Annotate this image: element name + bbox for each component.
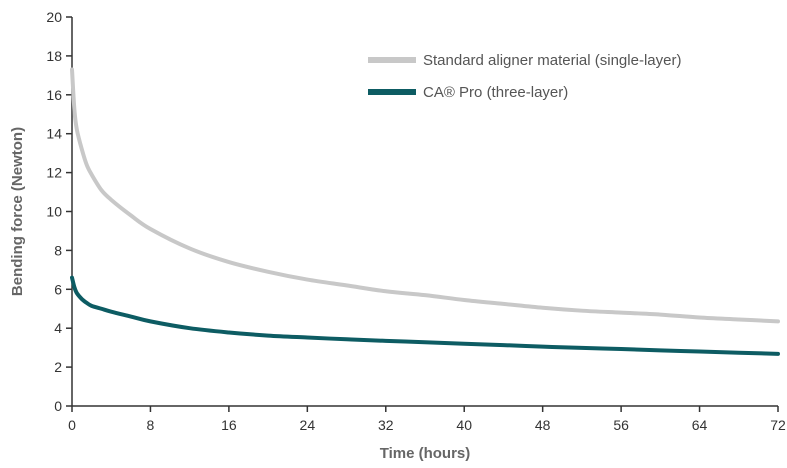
y-tick-label: 14 [46,126,62,142]
y-tick-label: 10 [46,204,62,220]
x-tick-label: 24 [300,417,316,433]
y-tick-label: 6 [54,281,62,297]
legend-label: CA® Pro (three-layer) [423,84,568,101]
legend-label: Standard aligner material (single-layer) [423,52,681,69]
x-tick-label: 0 [68,417,76,433]
x-tick-label: 32 [378,417,394,433]
legend: Standard aligner material (single-layer)… [368,52,681,101]
y-tick-label: 20 [46,9,62,25]
y-axis-title: Bending force (Newton) [9,127,26,296]
y-tick-label: 18 [46,48,62,64]
x-tick-label: 64 [692,417,708,433]
legend-item-ca-pro: CA® Pro (three-layer) [368,84,568,101]
series-lines [70,67,780,356]
y-tick-label: 8 [54,242,62,258]
y-tick-label: 0 [54,398,62,414]
y-tick-label: 12 [46,165,62,181]
x-tick-label: 72 [770,417,786,433]
series-line-standard-material [70,67,780,324]
series-line-ca-pro [70,275,780,356]
x-tick-label: 48 [535,417,551,433]
x-tick-label: 40 [456,417,472,433]
y-tick-label: 16 [46,87,62,103]
y-ticks: 0 2 4 6 8 10 12 14 16 18 20 [46,9,72,414]
x-ticks: 0 8 16 24 32 40 48 56 64 72 [68,406,786,433]
y-tick-label: 2 [54,359,62,375]
legend-item-standard-material: Standard aligner material (single-layer) [368,52,681,69]
x-tick-label: 16 [221,417,237,433]
y-tick-label: 4 [54,320,62,336]
axes [71,17,778,407]
x-tick-label: 8 [147,417,155,433]
x-axis-title: Time (hours) [380,445,471,462]
x-tick-label: 56 [613,417,629,433]
